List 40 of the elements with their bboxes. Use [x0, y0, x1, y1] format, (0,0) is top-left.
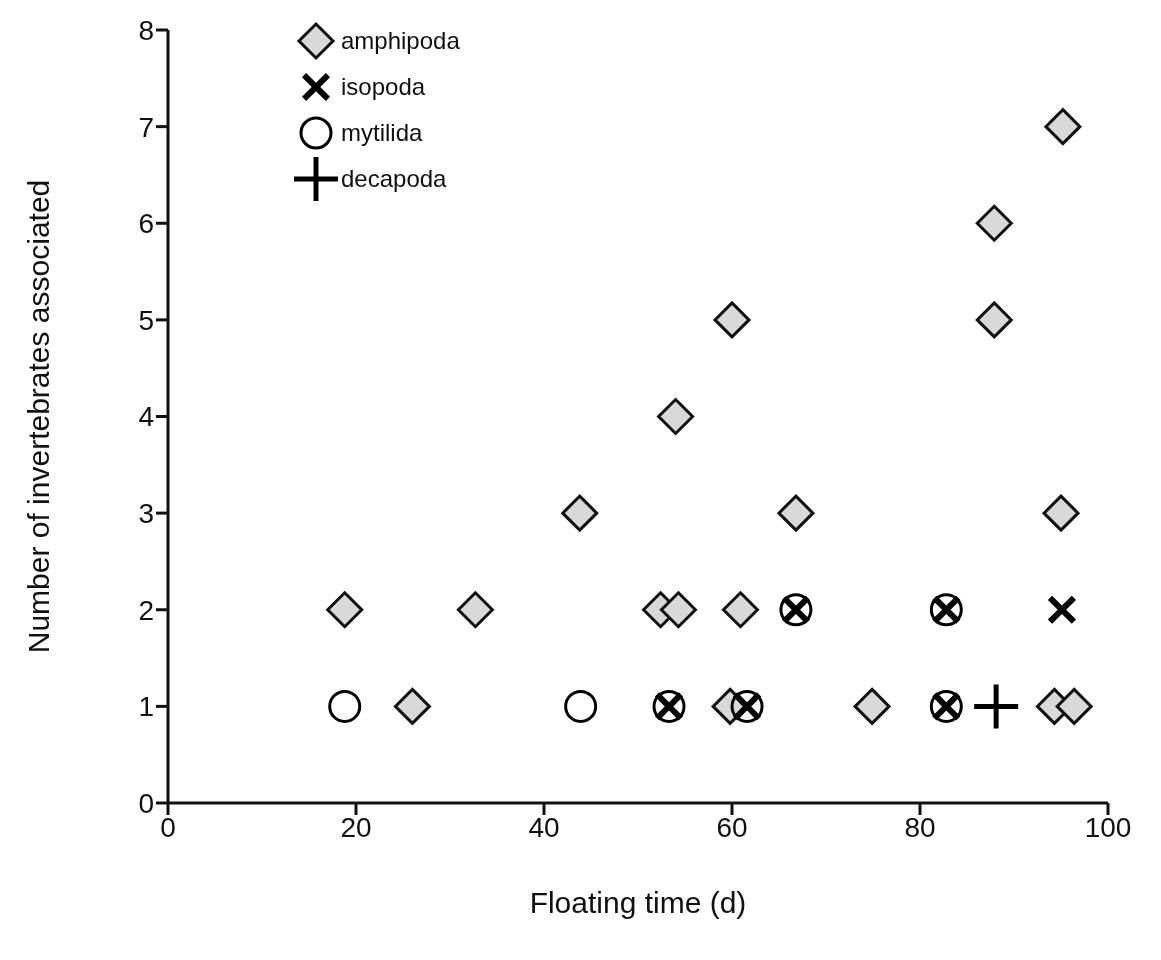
- point: [1044, 108, 1082, 146]
- point: [777, 494, 815, 532]
- point: [456, 591, 494, 629]
- y-tick-label: 3: [138, 498, 154, 530]
- y-tick-label: 4: [138, 401, 154, 433]
- y-axis-title: Number of invertebrates associated: [21, 179, 55, 654]
- point: [853, 687, 891, 725]
- point: [326, 591, 364, 629]
- y-tick-label: 7: [138, 111, 154, 143]
- y-tick-label: 2: [138, 594, 154, 626]
- y-tick-label: 0: [138, 787, 154, 819]
- legend-label: decapoda: [341, 165, 447, 193]
- point: [974, 684, 1019, 729]
- x-axis-title: Floating time (d): [529, 886, 747, 919]
- point: [975, 301, 1013, 339]
- point: [721, 591, 759, 629]
- y-tick-label: 8: [138, 14, 154, 46]
- x-tick-label: 60: [716, 811, 748, 843]
- x-tick-label: 0: [160, 811, 176, 843]
- point: [713, 301, 751, 339]
- point: [564, 689, 598, 723]
- point: [1047, 595, 1077, 624]
- x-tick-label: 100: [1084, 811, 1132, 843]
- point: [328, 689, 362, 723]
- point: [975, 204, 1013, 242]
- point: [659, 591, 697, 629]
- legend-label: isopoda: [341, 73, 426, 101]
- point: [657, 398, 695, 435]
- legend-label: mytilida: [341, 119, 423, 147]
- point: [1042, 494, 1080, 532]
- point: [561, 494, 599, 532]
- x-tick-label: 40: [528, 811, 560, 843]
- y-tick-label: 1: [138, 691, 154, 723]
- point: [1055, 687, 1093, 725]
- legend-label: amphipoda: [341, 27, 460, 55]
- point: [393, 687, 431, 725]
- y-tick-label: 6: [138, 208, 154, 240]
- x-tick-label: 20: [340, 811, 372, 843]
- y-tick-label: 5: [138, 304, 154, 336]
- x-tick-label: 80: [904, 811, 936, 843]
